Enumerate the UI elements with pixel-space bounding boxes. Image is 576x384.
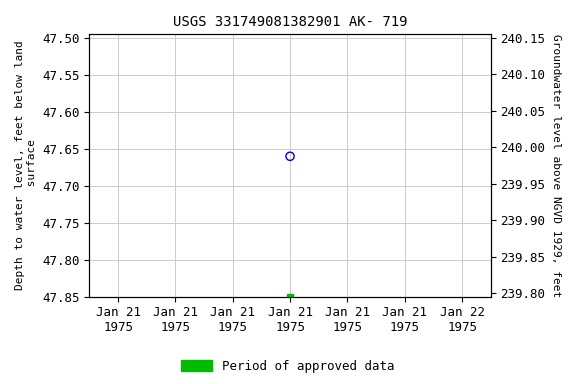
Legend: Period of approved data: Period of approved data [176, 355, 400, 378]
Point [286, 294, 295, 300]
Y-axis label: Depth to water level, feet below land
 surface: Depth to water level, feet below land su… [15, 41, 37, 290]
Point [286, 153, 295, 159]
Title: USGS 331749081382901 AK- 719: USGS 331749081382901 AK- 719 [173, 15, 407, 29]
Y-axis label: Groundwater level above NGVD 1929, feet: Groundwater level above NGVD 1929, feet [551, 34, 561, 297]
